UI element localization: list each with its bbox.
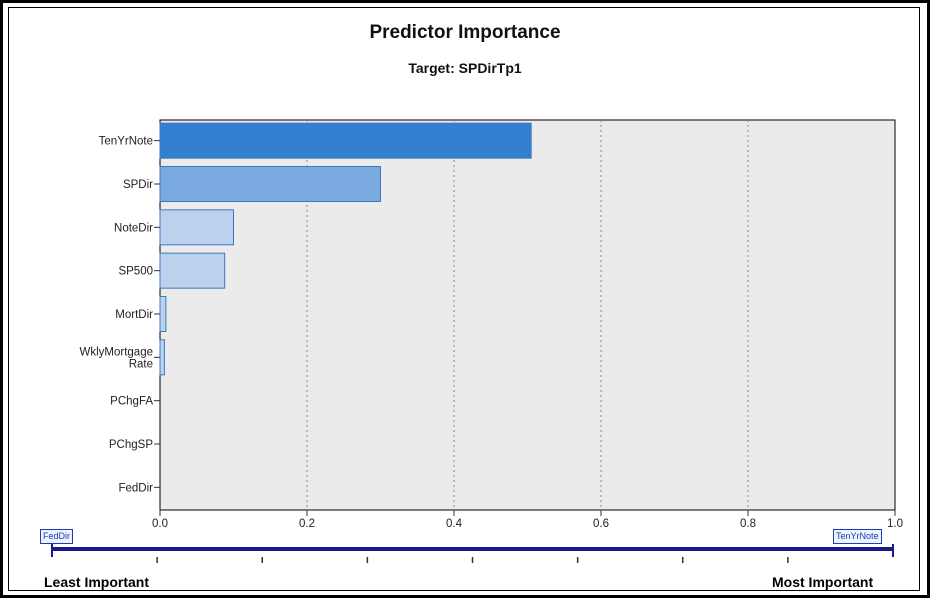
bars (159, 122, 532, 376)
grid-lines (306, 120, 749, 510)
bar-1 (159, 166, 381, 202)
category-label-3: SP500 (118, 266, 153, 278)
category-axis: TenYrNote SPDir NoteDir SP500 MortDir WklyMor… (80, 136, 160, 494)
chart-title: Predictor Importance (369, 22, 561, 43)
value-tick-label-3: 0.6 (593, 518, 609, 530)
chart-subtitle: Target: SPDirTp1 (408, 60, 522, 76)
chart-inner-frame (8, 7, 920, 591)
category-label-8: FedDir (118, 482, 153, 494)
category-label-6: PChgFA (110, 396, 153, 408)
most-important-label: Most Important (772, 574, 874, 590)
category-label-0: TenYrNote (99, 136, 153, 148)
value-tick-label-2: 0.4 (446, 518, 463, 530)
bar-3 (159, 252, 226, 289)
value-tick-label-1: 0.2 (299, 518, 315, 530)
bar-4 (159, 296, 167, 332)
category-label-1: SPDir (123, 179, 153, 191)
category-label-2: NoteDir (114, 222, 153, 234)
bar-2 (159, 209, 234, 246)
least-important-label: Least Important (44, 574, 150, 590)
value-tick-label-4: 0.8 (740, 518, 756, 530)
category-label-7: PChgSP (109, 439, 153, 451)
value-tick-label-0: 0.0 (152, 518, 168, 530)
value-axis: 0.0 0.2 0.4 0.6 0.8 1.0 (152, 510, 903, 530)
bar-0 (159, 122, 532, 159)
category-label-5: WklyMortgage Rate (80, 346, 154, 370)
bar-5 (159, 339, 165, 376)
importance-slider (51, 544, 894, 563)
slider-max-handle[interactable]: TenYrNote (833, 529, 882, 544)
value-tick-label-5: 1.0 (887, 518, 903, 530)
slider-min-handle[interactable]: FedDir (40, 529, 74, 544)
category-label-4: MortDir (115, 309, 153, 321)
